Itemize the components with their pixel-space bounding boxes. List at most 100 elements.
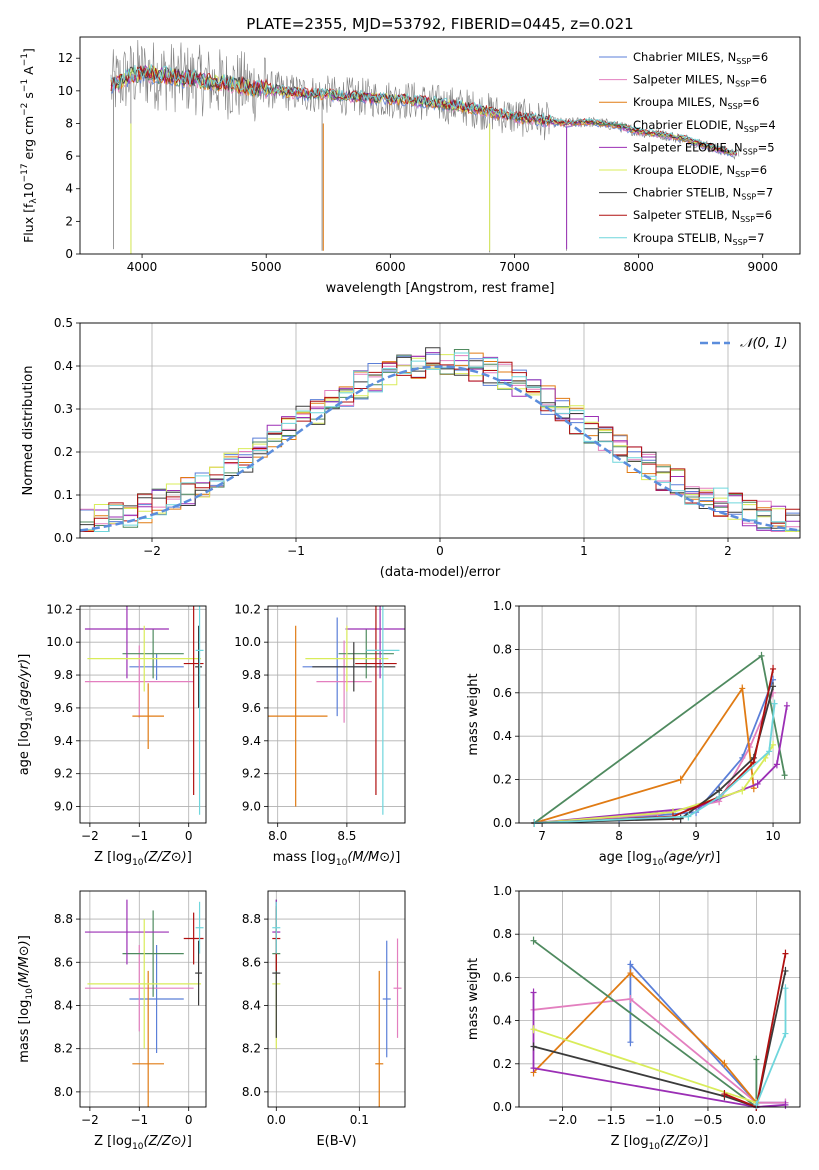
weight-line: [533, 998, 786, 1104]
label-part: erg cm: [21, 116, 36, 164]
y-tick-label: 10.2: [234, 602, 261, 616]
error-bars: [272, 899, 402, 1107]
y-tick-label: 0.4: [493, 729, 512, 743]
label-sub: 10: [132, 1142, 144, 1152]
weight-line: [533, 970, 787, 1109]
weight-marker: [753, 1055, 760, 1064]
histogram-kroupa-stelib: [80, 352, 800, 532]
axes-frame: [267, 605, 406, 824]
weight-marker: [721, 1090, 728, 1099]
label-sub: 10: [336, 858, 348, 868]
y-tick-label: 0.2: [493, 1057, 512, 1071]
weight-marker: [753, 1100, 760, 1109]
weight-marker: [530, 988, 537, 997]
legend-sub: SSP: [735, 170, 750, 179]
axes-frame: [79, 605, 207, 824]
y-tick-label: 8: [65, 116, 73, 130]
weight-line: [534, 679, 774, 824]
label-part: ]: [715, 850, 720, 865]
y-axis-label: mass [log10(M/M⊙)]: [17, 935, 35, 1063]
y-tick-label: 8.4: [54, 998, 73, 1012]
label-part: s: [21, 92, 36, 103]
x-axis-label: Z [log10(Z/Z⊙)]: [94, 1134, 192, 1152]
y-tick-label: 0.2: [493, 773, 512, 787]
y-tick-label: 12: [58, 51, 73, 65]
legend-sub: SSP: [740, 215, 755, 224]
panel-spectrum: 4000 5000 6000 7000 8000 9000 0 2 4 6 8 10 12 Chabrie…: [20, 36, 801, 296]
weight-marker: [770, 740, 777, 749]
y-axis-label: age [log10(age/yr)]: [17, 654, 35, 776]
y-tick-label: 0.0: [493, 816, 512, 830]
weight-line: [534, 692, 774, 824]
legend-label: 𝒩(0, 1): [740, 336, 787, 351]
y-tick-label: 9.6: [54, 701, 73, 715]
label-part: age [log: [17, 722, 32, 775]
legend-text: Kroupa ELODIE, N: [633, 163, 735, 177]
label-part: (age/yr): [17, 659, 32, 711]
x-tick-label: −1: [287, 544, 305, 558]
y-axis-label: Normed distribution: [21, 366, 36, 496]
y-tick-label: 0.3: [54, 402, 73, 416]
weight-line: [533, 1028, 757, 1104]
x-tick-label: 8.0: [268, 829, 287, 843]
legend-text: Chabrier ELODIE, N: [633, 118, 744, 132]
legend-sub: SSP: [733, 238, 748, 247]
x-axis-label: Z [log10(Z/Z⊙)]: [611, 1134, 709, 1152]
y-tick-label: 0.8: [493, 927, 512, 941]
label-sub: 10: [25, 988, 35, 1000]
weight-marker: [773, 760, 780, 769]
label-part: mass [log: [17, 1000, 32, 1063]
y-tick-label: 8.2: [242, 1042, 261, 1056]
weight-marker: [758, 651, 765, 660]
legend-sub: SSP: [743, 147, 758, 156]
y-tick-label: 0.6: [493, 686, 512, 700]
error-bars: [84, 899, 204, 1107]
weight-line: [533, 654, 786, 824]
normal-curve: [80, 365, 800, 532]
spectrum-lines: [110, 39, 740, 254]
label-part: −2: [20, 103, 30, 116]
weight-marker: [627, 1038, 634, 1047]
weight-line: [534, 685, 755, 824]
x-tick-label: −2: [143, 544, 161, 558]
weight-marker: [530, 1064, 537, 1073]
histograms: [80, 347, 800, 532]
legend-label: Salpeter STELIB, NSSP=6: [633, 208, 772, 224]
legend-label: Kroupa ELODIE, NSSP=6: [633, 163, 767, 179]
x-tick-label: −2: [81, 829, 99, 843]
x-tick-label: 10: [765, 829, 780, 843]
legend-text: =6: [750, 73, 767, 87]
label-part: Z [log: [94, 1134, 132, 1149]
weight-marker: [782, 1100, 789, 1109]
label-part: 10: [21, 182, 36, 198]
figure-title: PLATE=2355, MJD=53792, FIBERID=0445, z=0…: [246, 15, 633, 33]
x-tick-label: 5000: [251, 260, 282, 274]
panel-age-vs-mass: 8.0 8.5 9.0 9.2 9.4 9.6 9.8 10.0 10.2 mass [log10…: [234, 602, 406, 868]
legend-sub: SSP: [728, 102, 743, 111]
y-tick-label: 10.2: [46, 602, 73, 616]
legend-label: Kroupa MILES, NSSP=6: [633, 95, 759, 111]
y-tick-label: 0.5: [54, 316, 73, 330]
weight-marker: [716, 792, 723, 801]
x-tick-label: 6000: [375, 260, 406, 274]
legend-text: =6: [751, 50, 768, 64]
y-tick-label: 6: [65, 149, 73, 163]
y-tick-label: 8.8: [242, 912, 261, 926]
x-tick-label: 7: [538, 829, 546, 843]
y-tick-label: 0.4: [493, 1014, 512, 1028]
y-axis-label: mass weight: [466, 958, 481, 1040]
y-tick-label: 8.4: [242, 998, 261, 1012]
x-tick-label: −0.5: [693, 1113, 722, 1127]
x-tick-label: −1.5: [596, 1113, 625, 1127]
y-tick-label: 9.8: [54, 668, 73, 682]
y-tick-label: 10.0: [46, 635, 73, 649]
weight-marker: [783, 701, 790, 710]
label-part: ]: [17, 654, 32, 659]
legend-label: Salpeter ELODIE, NSSP=5: [633, 140, 775, 156]
label-part: (Z/Z⊙): [144, 1134, 187, 1149]
legend-text: Salpeter ELODIE, N: [633, 140, 743, 154]
axes-frame: [79, 890, 207, 1108]
weight-marker: [782, 949, 789, 958]
